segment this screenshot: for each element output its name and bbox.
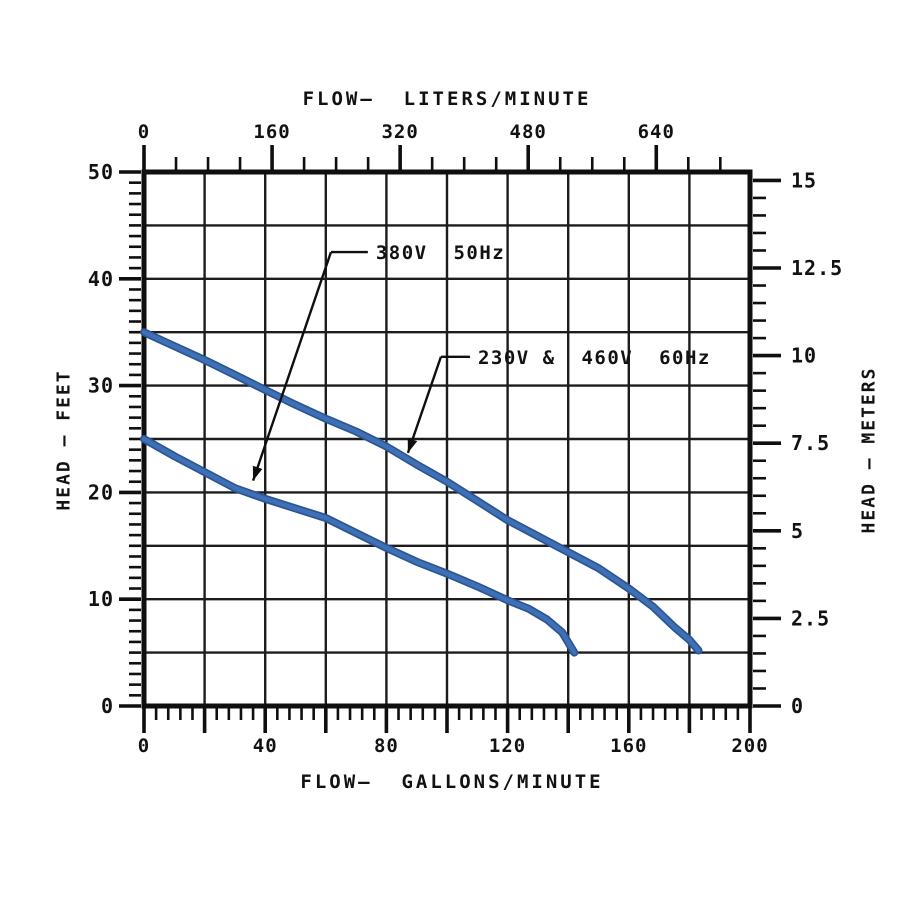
left-axis-tick-label: 40 <box>88 267 114 291</box>
left-axis-title: HEAD — FEET <box>53 369 75 511</box>
annotation-leader <box>251 251 333 482</box>
right-axis-tick-label: 0 <box>791 694 804 718</box>
bottom-axis-tick-label: 120 <box>489 735 526 757</box>
right-axis-tick-label: 7.5 <box>791 431 830 455</box>
top-axis-tick-label: 480 <box>510 121 547 143</box>
top-axis-tick-label: 320 <box>381 121 418 143</box>
bottom-axis-tick-label: 80 <box>374 735 399 757</box>
top-axis-title: FLOW— LITERS/MINUTE <box>302 88 592 110</box>
curve-60Hz <box>141 329 701 653</box>
annotation-arrowhead <box>252 465 263 481</box>
bottom-axis-tick-label: 160 <box>610 735 647 757</box>
curve-label-230v-460v-60hz: 230V & 460V 60Hz <box>478 347 711 369</box>
bottom-axis-title: FLOW— GALLONS/MINUTE <box>300 771 604 793</box>
top-axis-tick-label: 160 <box>253 121 290 143</box>
left-axis-tick-label: 20 <box>88 480 114 504</box>
right-axis-tick-label: 10 <box>791 344 817 368</box>
left-axis-tick-label: 10 <box>88 587 114 611</box>
left-axis-tick-label: 0 <box>101 694 114 718</box>
bottom-axis-tick-label: 0 <box>138 735 150 757</box>
bottom-axis-tick-label: 200 <box>731 735 768 757</box>
curve-50Hz <box>141 436 577 655</box>
right-axis-tick-label: 15 <box>791 168 817 192</box>
annotation-arrowhead <box>407 438 418 453</box>
bottom-axis-tick-label: 40 <box>253 735 278 757</box>
left-axis-tick-label: 50 <box>88 160 114 184</box>
curve-label-380v-50hz: 380V 50Hz <box>376 242 505 264</box>
annotation-leader <box>406 356 443 454</box>
right-axis-tick-label: 5 <box>791 519 804 543</box>
top-axis-tick-label: 640 <box>638 121 675 143</box>
right-axis-tick-label: 2.5 <box>791 606 830 630</box>
top-axis-tick-label: 0 <box>138 121 150 143</box>
right-axis-tick-label: 12.5 <box>791 256 843 280</box>
right-axis-title: HEAD — METERS <box>858 366 880 534</box>
left-axis-tick-label: 30 <box>88 374 114 398</box>
